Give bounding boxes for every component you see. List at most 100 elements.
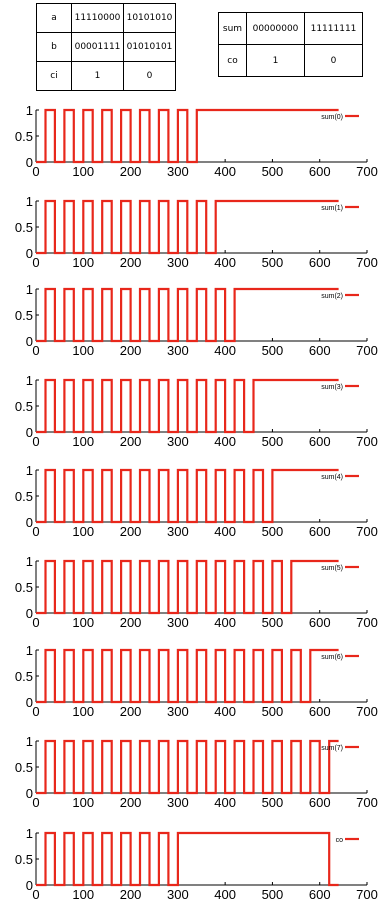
y-tick-label: 0.5 (15, 580, 33, 595)
y-tick-label: 1 (26, 103, 33, 118)
x-tick-label: 600 (309, 615, 331, 630)
y-tick-label: 1 (26, 373, 33, 388)
x-tick-label: 0 (32, 164, 39, 179)
x-tick-label: 700 (356, 615, 378, 630)
x-tick-label: 600 (309, 524, 331, 539)
x-tick-label: 300 (167, 343, 189, 358)
x-tick-label: 0 (32, 434, 39, 449)
x-tick-label: 400 (214, 704, 236, 719)
y-tick-label: 0 (26, 425, 33, 440)
y-tick-label: 0 (26, 246, 33, 261)
x-tick-label: 700 (356, 164, 378, 179)
chart-5: 0 100 200 300 400 500 600 700 0 0.5 1 sum(5) (15, 554, 378, 630)
y-tick-label: 0.5 (15, 489, 33, 504)
chart-7: 0 100 200 300 400 500 600 700 0 0.5 1 sum(7) (15, 734, 378, 810)
x-tick-label: 200 (120, 795, 142, 810)
y-tick-label: 0.5 (15, 669, 33, 684)
y-tick-label: 1 (26, 734, 33, 749)
y-tick-label: 0 (26, 878, 33, 893)
y-tick-label: 0.5 (15, 220, 33, 235)
table-row: b 00001111 01010101 (36, 32, 176, 62)
legend-label: co (336, 837, 344, 844)
y-tick-label: 0.5 (15, 760, 33, 775)
x-tick-label: 500 (262, 164, 284, 179)
x-tick-label: 200 (120, 524, 142, 539)
x-tick-label: 700 (356, 887, 378, 902)
x-tick-label: 500 (262, 343, 284, 358)
x-tick-label: 400 (214, 795, 236, 810)
x-tick-label: 600 (309, 887, 331, 902)
x-tick-label: 0 (32, 524, 39, 539)
series-line-sum(6) (36, 648, 339, 704)
legend-label: sum(3) (321, 384, 343, 391)
y-tick-label: 0.5 (15, 852, 33, 867)
cell-value: 1 (71, 61, 124, 91)
cell-value: 00001111 (71, 32, 124, 62)
y-tick-label: 0 (26, 515, 33, 530)
x-tick-label: 700 (356, 795, 378, 810)
x-tick-label: 400 (214, 615, 236, 630)
table-row: co 1 0 (218, 44, 363, 77)
y-tick-label: 0 (26, 334, 33, 349)
x-tick-label: 700 (356, 704, 378, 719)
legend-label: sum(1) (321, 205, 343, 212)
cell-value: 1 (246, 44, 305, 77)
x-tick-label: 400 (214, 255, 236, 270)
x-tick-label: 400 (214, 343, 236, 358)
x-tick-label: 400 (214, 524, 236, 539)
row-label: ci (36, 61, 72, 91)
x-tick-label: 100 (72, 434, 94, 449)
y-tick-label: 1 (26, 826, 33, 841)
x-tick-label: 200 (120, 615, 142, 630)
series-line-sum(0) (36, 108, 339, 164)
series-line-sum(7) (36, 739, 339, 795)
y-tick-label: 0.5 (15, 308, 33, 323)
input-truth-table: a 11110000 10101010 b 00001111 01010101 … (36, 3, 176, 91)
x-tick-label: 200 (120, 434, 142, 449)
series-line-sum(3) (36, 378, 339, 434)
x-tick-label: 100 (72, 704, 94, 719)
chart-8: 0 100 200 300 400 500 600 700 0 0.5 1 co (15, 826, 378, 902)
cell-value: 01010101 (123, 32, 176, 62)
x-tick-label: 600 (309, 255, 331, 270)
x-tick-label: 200 (120, 255, 142, 270)
x-tick-label: 100 (72, 615, 94, 630)
x-tick-label: 100 (72, 524, 94, 539)
y-tick-label: 0.5 (15, 129, 33, 144)
legend-label: sum(5) (321, 565, 343, 572)
x-tick-label: 200 (120, 343, 142, 358)
chart-0: 0 100 200 300 400 500 600 700 0 0.5 1 sum(0) (15, 103, 378, 179)
y-tick-label: 0 (26, 606, 33, 621)
x-tick-label: 100 (72, 795, 94, 810)
x-tick-label: 300 (167, 434, 189, 449)
cell-value: 0 (304, 44, 363, 77)
x-tick-label: 300 (167, 164, 189, 179)
chart-2: 0 100 200 300 400 500 600 700 0 0.5 1 sum(2) (15, 282, 378, 358)
x-tick-label: 300 (167, 255, 189, 270)
x-tick-label: 200 (120, 887, 142, 902)
x-tick-label: 700 (356, 255, 378, 270)
x-tick-label: 600 (309, 434, 331, 449)
legend-label: sum(6) (321, 654, 343, 661)
x-tick-label: 200 (120, 164, 142, 179)
x-tick-label: 200 (120, 704, 142, 719)
x-tick-label: 0 (32, 343, 39, 358)
x-tick-label: 400 (214, 434, 236, 449)
x-tick-label: 100 (72, 343, 94, 358)
y-tick-label: 1 (26, 194, 33, 209)
chart-4: 0 100 200 300 400 500 600 700 0 0.5 1 sum(4) (15, 463, 378, 539)
x-tick-label: 300 (167, 887, 189, 902)
cell-value: 10101010 (123, 3, 176, 33)
x-tick-label: 100 (72, 887, 94, 902)
chart-1: 0 100 200 300 400 500 600 700 0 0.5 1 sum(1) (15, 194, 378, 270)
x-tick-label: 600 (309, 343, 331, 358)
legend-label: sum(7) (321, 745, 343, 752)
x-tick-label: 100 (72, 255, 94, 270)
x-tick-label: 400 (214, 887, 236, 902)
x-tick-label: 500 (262, 255, 284, 270)
x-tick-label: 500 (262, 615, 284, 630)
y-tick-label: 0.5 (15, 399, 33, 414)
x-tick-label: 700 (356, 434, 378, 449)
chart-6: 0 100 200 300 400 500 600 700 0 0.5 1 sum(6) (15, 643, 378, 719)
